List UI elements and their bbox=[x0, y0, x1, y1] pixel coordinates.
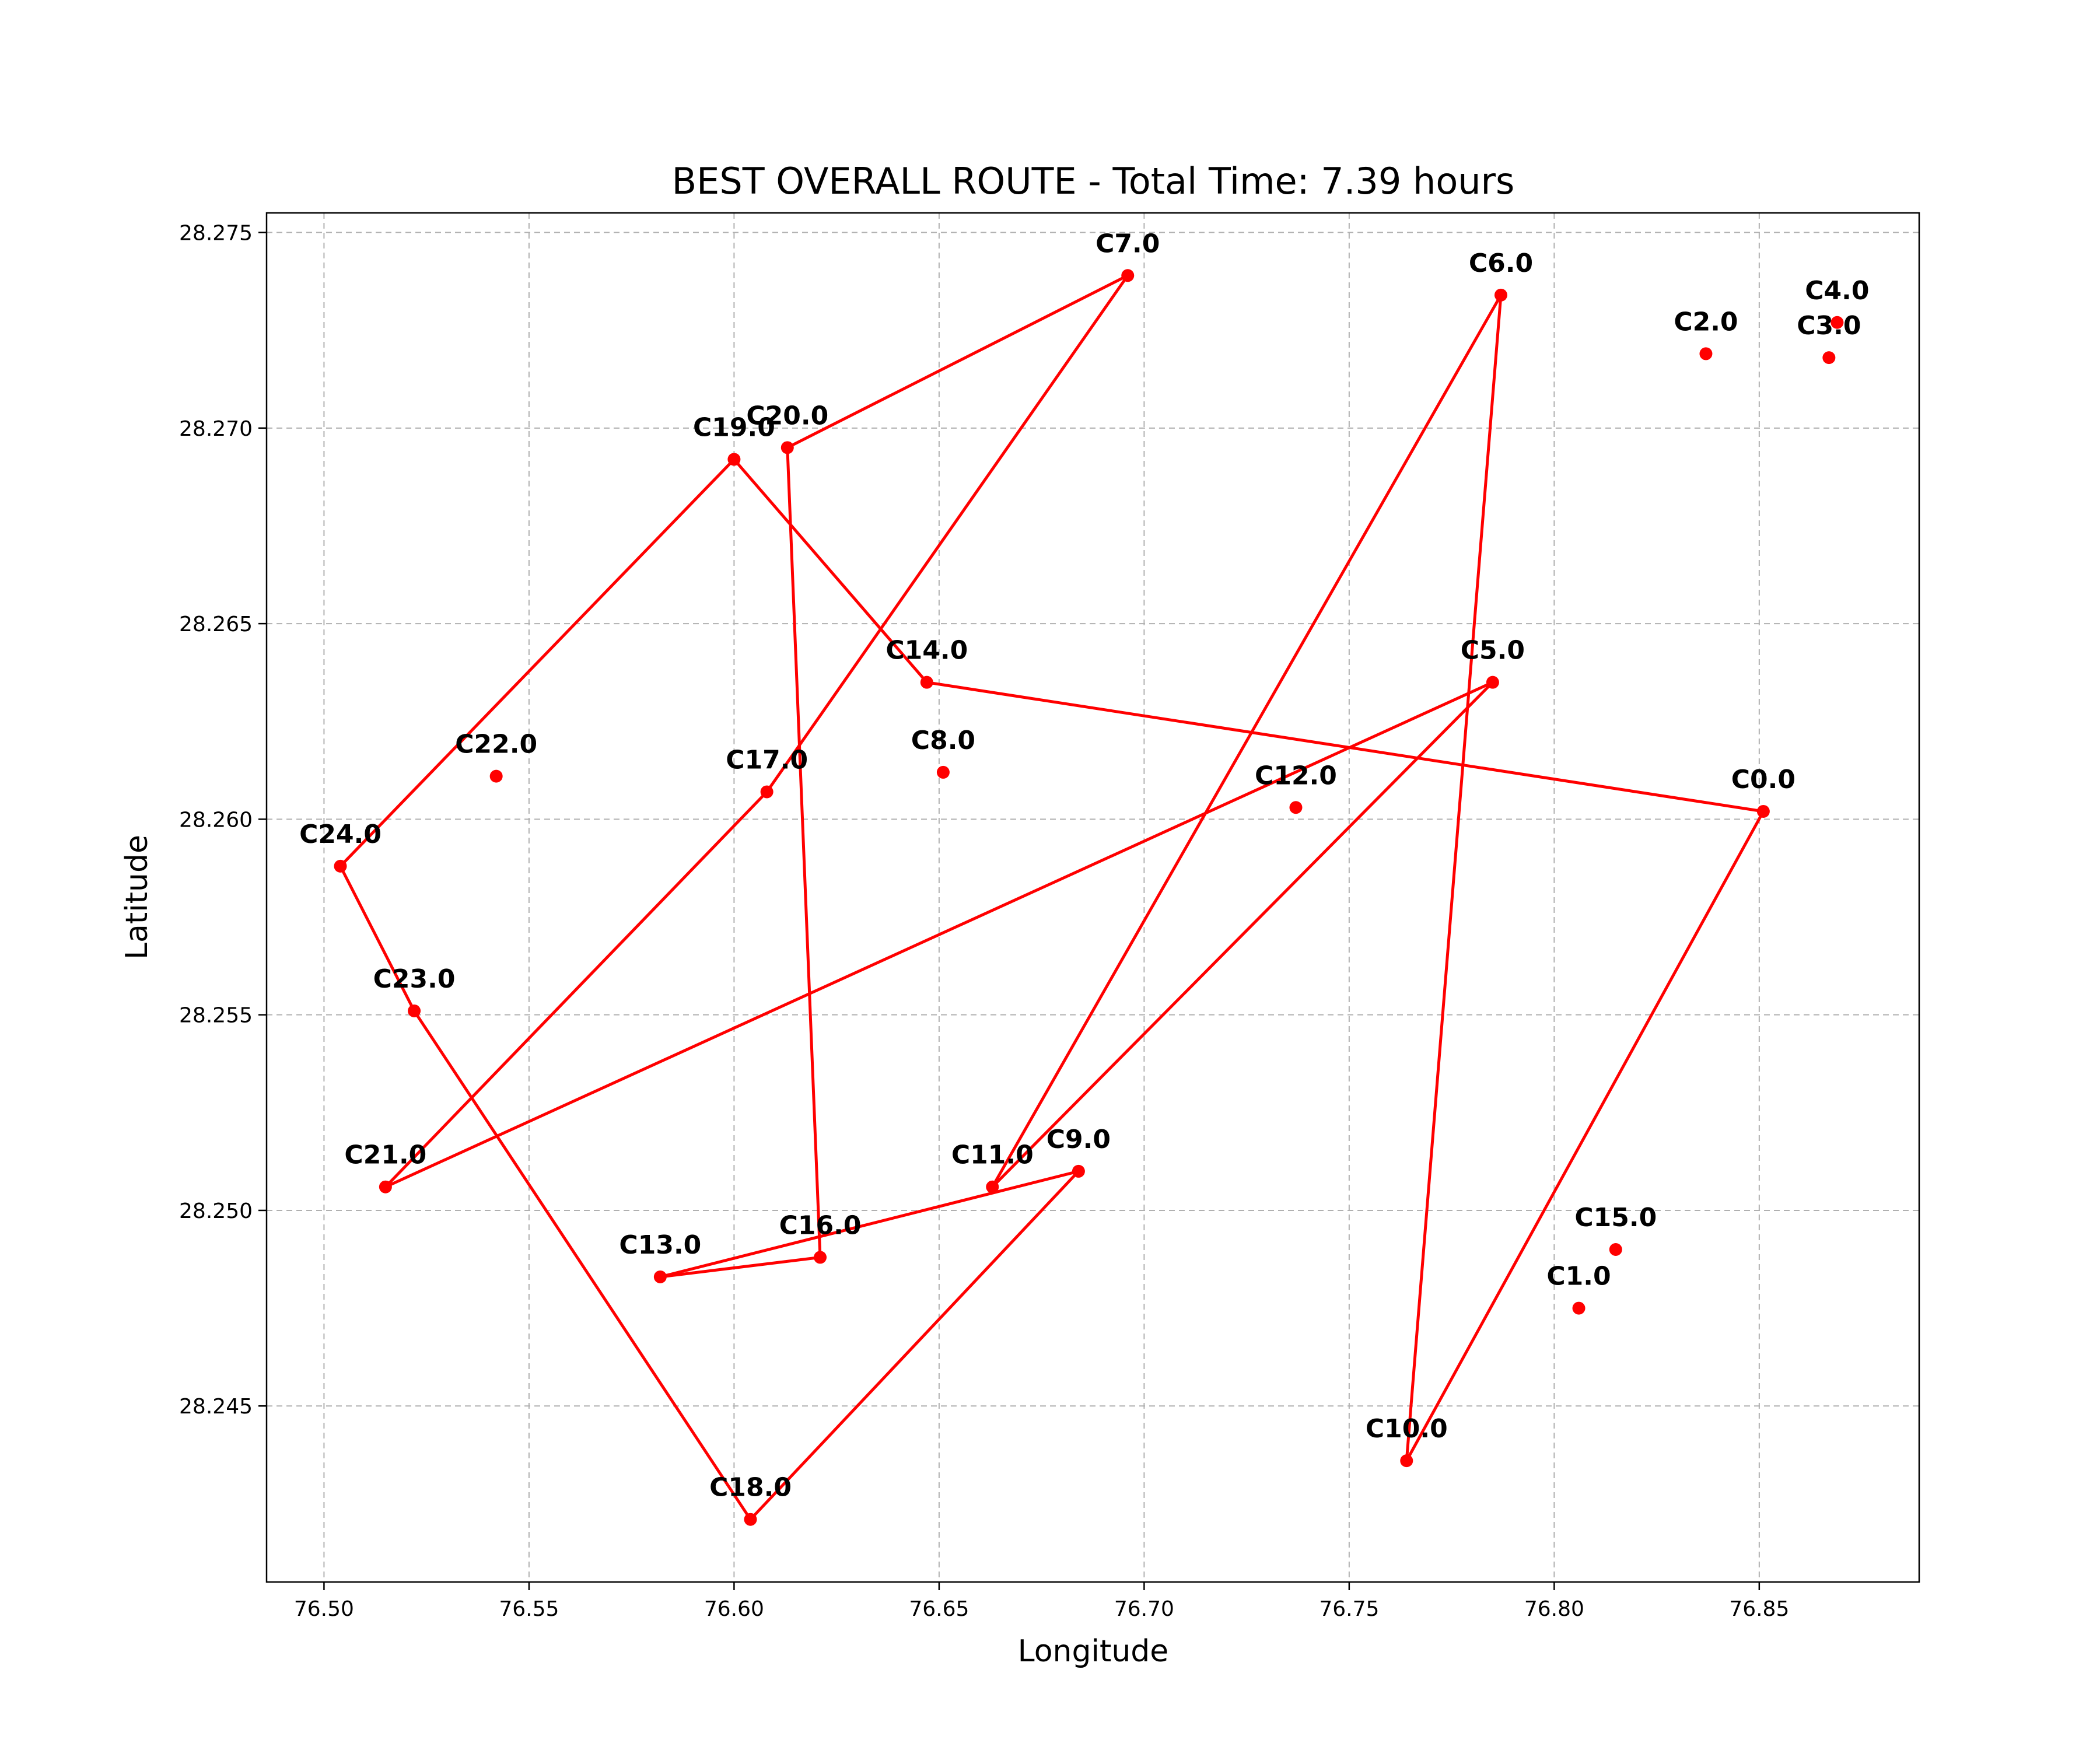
x-tick-label: 76.55 bbox=[499, 1597, 559, 1621]
route-segment bbox=[1405, 293, 1503, 1462]
x-tick-label: 76.85 bbox=[1729, 1597, 1789, 1621]
point-label: C11.0 bbox=[951, 1140, 1034, 1170]
route-segment bbox=[659, 1170, 1080, 1279]
point-label: C22.0 bbox=[455, 730, 537, 760]
route-point bbox=[1831, 316, 1844, 329]
route-point bbox=[334, 859, 347, 873]
route-point bbox=[1494, 288, 1507, 302]
y-axis-label: Latitude bbox=[120, 835, 155, 960]
route-point bbox=[986, 1180, 999, 1194]
point-label: C14.0 bbox=[886, 636, 968, 666]
route-point bbox=[744, 1513, 757, 1526]
point-label: C15.0 bbox=[1574, 1203, 1657, 1233]
point-label: C2.0 bbox=[1674, 307, 1738, 337]
x-tick-label: 76.65 bbox=[909, 1597, 969, 1621]
point-label: C3.0 bbox=[1797, 311, 1861, 341]
point-label: C21.0 bbox=[344, 1140, 426, 1170]
route-point bbox=[780, 441, 794, 454]
route-segment bbox=[384, 790, 769, 1189]
route-point bbox=[653, 1270, 667, 1283]
route-lines bbox=[339, 274, 1765, 1521]
x-tick-label: 76.50 bbox=[294, 1597, 354, 1621]
point-label: C12.0 bbox=[1255, 761, 1337, 790]
route-point bbox=[1822, 351, 1836, 365]
point-labels: C0.0 C1.0 C2.0 C3.0 C4.0 C5.0 C6.0 C7.0 C8.0 C9.0… bbox=[299, 229, 1869, 1502]
route-segment bbox=[1405, 810, 1765, 1462]
point-label: C19.0 bbox=[693, 412, 775, 442]
y-tick-label: 28.270 bbox=[179, 417, 253, 441]
route-point bbox=[489, 769, 503, 783]
route-point bbox=[1400, 1454, 1413, 1468]
point-label: C17.0 bbox=[726, 745, 808, 775]
route-point bbox=[1572, 1301, 1586, 1315]
y-tick-label: 28.260 bbox=[179, 808, 253, 832]
point-label: C23.0 bbox=[373, 964, 456, 994]
point-label: C16.0 bbox=[779, 1210, 862, 1240]
route-segment bbox=[339, 864, 416, 1013]
point-label: C18.0 bbox=[709, 1473, 792, 1503]
y-tick-label: 28.250 bbox=[179, 1199, 253, 1223]
route-segment bbox=[659, 1255, 822, 1279]
grid bbox=[267, 213, 1919, 1582]
route-point bbox=[408, 1004, 421, 1017]
x-tick-label: 76.60 bbox=[704, 1597, 764, 1621]
route-segment bbox=[991, 293, 1503, 1189]
route-point bbox=[1072, 1164, 1085, 1178]
y-tick-label: 28.245 bbox=[179, 1395, 253, 1419]
point-label: C7.0 bbox=[1096, 229, 1160, 258]
point-label: C8.0 bbox=[911, 726, 975, 755]
point-label: C5.0 bbox=[1461, 636, 1525, 666]
point-label: C4.0 bbox=[1805, 276, 1869, 306]
axis-ticks: 76.50 76.55 76.60 76.65 76.70 76.75 76.80 76.85… bbox=[179, 222, 1789, 1621]
x-tick-label: 76.70 bbox=[1114, 1597, 1174, 1621]
y-tick-label: 28.255 bbox=[179, 1004, 253, 1028]
route-point bbox=[920, 676, 933, 689]
route-points bbox=[334, 269, 1844, 1526]
route-point bbox=[1486, 676, 1499, 689]
point-label: C24.0 bbox=[299, 820, 382, 849]
x-tick-label: 76.75 bbox=[1319, 1597, 1379, 1621]
route-segment bbox=[765, 274, 1129, 793]
route-point bbox=[1289, 801, 1303, 814]
route-segment bbox=[786, 274, 1129, 449]
y-tick-label: 28.275 bbox=[179, 222, 253, 246]
route-segment bbox=[786, 446, 822, 1259]
point-label: C6.0 bbox=[1469, 249, 1533, 278]
route-point bbox=[727, 453, 741, 466]
point-label: C9.0 bbox=[1046, 1125, 1111, 1154]
chart-title: BEST OVERALL ROUTE - Total Time: 7.39 ho… bbox=[672, 160, 1515, 202]
point-label: C1.0 bbox=[1546, 1262, 1611, 1292]
point-label: C0.0 bbox=[1731, 765, 1796, 794]
route-point bbox=[1756, 804, 1770, 818]
point-label: C20.0 bbox=[746, 401, 828, 430]
route-point bbox=[1121, 269, 1135, 282]
route-segment bbox=[925, 681, 1765, 813]
route-segment bbox=[384, 681, 1494, 1189]
route-point bbox=[814, 1251, 827, 1264]
point-label: C10.0 bbox=[1366, 1414, 1448, 1444]
route-segment bbox=[732, 457, 929, 684]
x-axis-label: Longitude bbox=[1018, 1634, 1169, 1669]
route-point bbox=[379, 1180, 392, 1194]
route-point bbox=[936, 765, 950, 779]
route-point bbox=[1699, 347, 1713, 360]
x-tick-label: 76.80 bbox=[1524, 1597, 1584, 1621]
plot-frame bbox=[265, 212, 1920, 1583]
point-label: C13.0 bbox=[619, 1230, 701, 1260]
route-segment bbox=[339, 457, 736, 868]
y-tick-label: 28.265 bbox=[179, 612, 253, 636]
route-segment bbox=[749, 1170, 1080, 1521]
route-point bbox=[760, 785, 774, 799]
route-point bbox=[1609, 1243, 1622, 1256]
route-segment bbox=[991, 681, 1494, 1189]
route-segment bbox=[412, 1009, 752, 1521]
